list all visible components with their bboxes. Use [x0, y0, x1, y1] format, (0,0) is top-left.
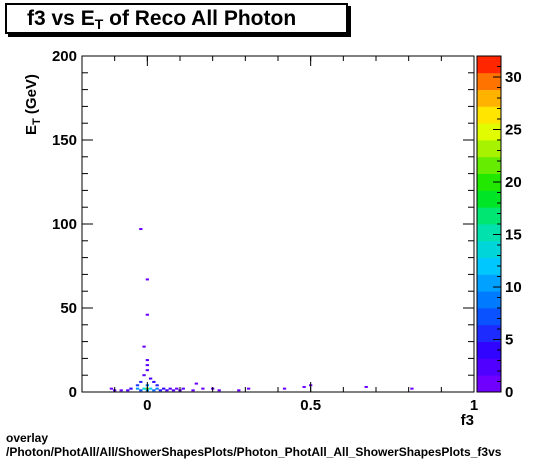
y-tick-label: 150: [52, 132, 77, 149]
heatmap-cell: [145, 359, 149, 362]
heatmap-cell: [145, 364, 149, 367]
heatmap-cell: [119, 389, 123, 392]
color-scale-step: [477, 358, 501, 376]
footer-line-2: /Photon/PhotAll/All/ShowerShapesPlots/Ph…: [6, 445, 502, 459]
heatmap-cell: [152, 380, 156, 383]
heatmap-cell: [175, 387, 179, 390]
heatmap-cell: [194, 382, 198, 385]
heatmap-cell: [201, 387, 205, 390]
color-scale-step: [477, 156, 501, 174]
heatmap-cell: [168, 387, 172, 390]
color-scale-step: [477, 240, 501, 258]
color-scale-step: [477, 324, 501, 342]
color-scale-label: 15: [505, 227, 522, 244]
heatmap-cell: [152, 389, 156, 392]
heatmap-cell: [155, 387, 159, 390]
heatmap-cell: [364, 385, 368, 388]
x-tick-label: 0.5: [300, 397, 321, 414]
heatmap-cell: [302, 385, 306, 388]
footer-path: overlay /Photon/PhotAll/All/ShowerShapes…: [6, 431, 501, 459]
heatmap-cell: [139, 380, 143, 383]
heatmap-cell: [217, 389, 221, 392]
color-scale-step: [477, 106, 501, 124]
color-scale-step: [477, 89, 501, 107]
heatmap-cell: [410, 387, 414, 390]
heatmap-cell: [158, 389, 163, 392]
heatmap-cell: [135, 384, 140, 387]
color-scale-label: 30: [505, 69, 522, 86]
heatmap-cell: [142, 387, 146, 390]
color-scale-label: 10: [505, 279, 522, 296]
color-scale: 0 5 10 15 20 25 30: [476, 55, 522, 401]
color-scale-step: [477, 56, 501, 74]
y-tick-label: 0: [69, 384, 77, 401]
heatmap-cell: [148, 387, 153, 390]
heatmap-cell: [155, 384, 159, 387]
heatmap-cell: [142, 345, 146, 348]
heatmap-cell: [142, 374, 146, 377]
heatmap-cell: [165, 389, 169, 392]
color-scale-step: [477, 375, 501, 393]
heatmap-cell: [282, 387, 287, 390]
chart-title-box: f3 vs ET of Reco All Photon: [5, 3, 348, 34]
color-scale-step: [477, 207, 501, 225]
heatmap-cell: [145, 369, 149, 372]
color-scale-label: 5: [505, 332, 513, 349]
heatmap-cell: [148, 377, 153, 380]
heatmap-cell: [135, 387, 140, 390]
heatmap-cell: [139, 389, 143, 392]
heatmap-cell: [126, 389, 130, 392]
color-scale-step: [477, 123, 501, 141]
heatmap-cell: [145, 313, 149, 316]
color-scale-label: 0: [505, 384, 513, 401]
heatmap-cell: [109, 387, 114, 390]
color-scale-step: [477, 173, 501, 191]
color-scale-label: 25: [505, 122, 522, 139]
heatmap-cell: [191, 389, 195, 392]
x-axis-label: f3: [461, 412, 474, 429]
heatmap-cell: [129, 387, 133, 390]
heatmap-cell: [246, 387, 251, 390]
color-scale-step: [477, 308, 501, 326]
x-tick-label: 0: [143, 397, 151, 414]
color-scale-step: [477, 140, 501, 158]
y-axis-label: ET (GeV): [23, 74, 43, 135]
heatmap-cell: [237, 389, 241, 392]
axes: 0 0.5 1 0 50 100 150 200 f3 ET (GeV): [23, 48, 478, 429]
y-tick-label: 100: [52, 216, 77, 233]
plot-frame: [81, 55, 475, 393]
y-tick-label: 200: [52, 48, 77, 65]
heatmap-cell: [162, 387, 166, 390]
color-scale-step: [477, 291, 501, 309]
color-scale-step: [477, 190, 501, 208]
heatmap-cell: [171, 389, 176, 392]
color-scale-step: [477, 224, 501, 242]
heatmap-cell: [139, 228, 143, 231]
heatmap-cell: [145, 278, 149, 281]
color-scale-label: 20: [505, 174, 522, 191]
footer-line-1: overlay: [6, 431, 49, 445]
color-scale-step: [477, 257, 501, 275]
heatmap-cell: [181, 387, 185, 390]
y-tick-label: 50: [60, 300, 77, 317]
color-scale-step: [477, 341, 501, 359]
x-tick-label: 1: [470, 397, 478, 414]
chart-title: f3 vs ET of Reco All Photon: [27, 7, 297, 32]
